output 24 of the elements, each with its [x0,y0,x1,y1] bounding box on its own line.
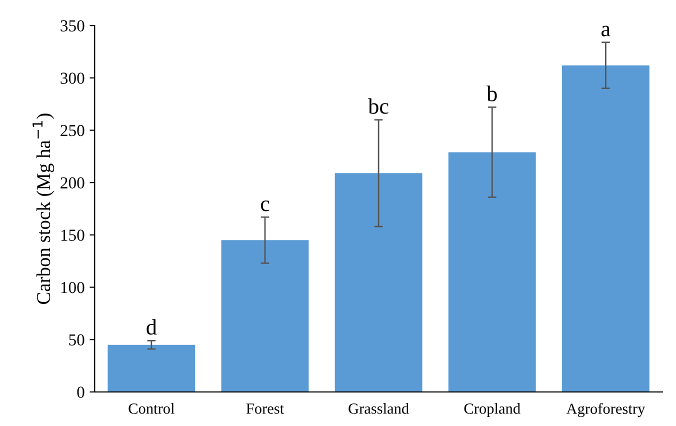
y-tick-label: 100 [61,282,84,294]
bar [221,240,309,392]
x-tick-label: Agroforestry [566,403,646,418]
y-tick-label: 50 [69,334,84,346]
y-tick-label: 200 [60,177,84,189]
x-tick-label: Cropland [464,403,520,417]
bar [562,65,650,392]
annotation: c [260,200,270,212]
y-tick-label: 300 [60,72,84,84]
bar [448,152,536,392]
x-tick-label: Control [128,403,174,414]
bar [334,173,422,392]
x-tick-label: Grassland [348,403,409,414]
y-tick-label: 150 [61,230,84,241]
annotation: bc [368,98,388,114]
annotation: b [486,86,497,102]
bar [108,344,196,392]
y-tick-label: 350 [60,20,84,32]
y-tick-label: 250 [60,124,84,136]
x-tick-label: Forest [246,404,284,414]
annotation: d [146,319,157,335]
y-tick-label: 0 [77,386,84,398]
annotation: a [602,26,610,36]
y-axis-title: Carbon stock (Mg ha$^{−1}$) [32,114,54,304]
